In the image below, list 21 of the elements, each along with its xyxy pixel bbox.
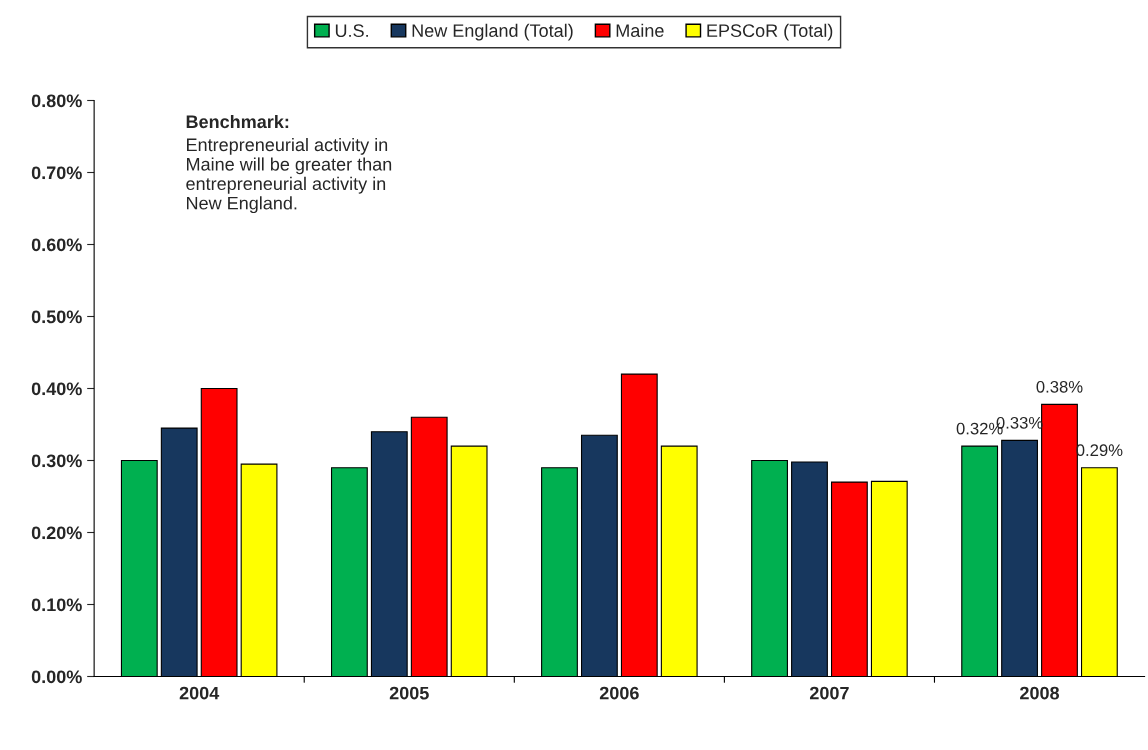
legend-label: Maine xyxy=(616,23,664,38)
legend-label: EPSCoR (Total) xyxy=(707,23,833,41)
annotation: Entrepreneurial activity in Maine will be greater than entrepreneurial activity in New England. xyxy=(186,137,392,214)
y-tick-label: 0.30% xyxy=(31,454,82,468)
y-tick-label: 0.50% xyxy=(31,310,82,324)
data-label: 0.38% xyxy=(1036,380,1083,393)
x-tick-label: 2005 xyxy=(389,686,429,700)
y-tick-label: 0.40% xyxy=(31,382,82,396)
legend-label: New England (Total) xyxy=(412,23,573,41)
y-tick-label: 0.10% xyxy=(31,598,82,612)
legend-label: U.S. xyxy=(335,24,368,38)
x-tick-label: 2007 xyxy=(809,686,849,700)
y-tick-label: 0.80% xyxy=(31,94,82,108)
y-tick-label: 0.70% xyxy=(31,166,82,180)
y-tick-label: 0.60% xyxy=(31,238,82,252)
x-tick-label: 2006 xyxy=(599,686,639,700)
x-tick-label: 2004 xyxy=(179,686,220,700)
annotation: Benchmark: xyxy=(186,114,289,129)
y-tick-label: 0.20% xyxy=(31,526,82,540)
x-tick-label: 2008 xyxy=(1020,686,1060,700)
y-tick-label: 0.00% xyxy=(31,670,82,684)
